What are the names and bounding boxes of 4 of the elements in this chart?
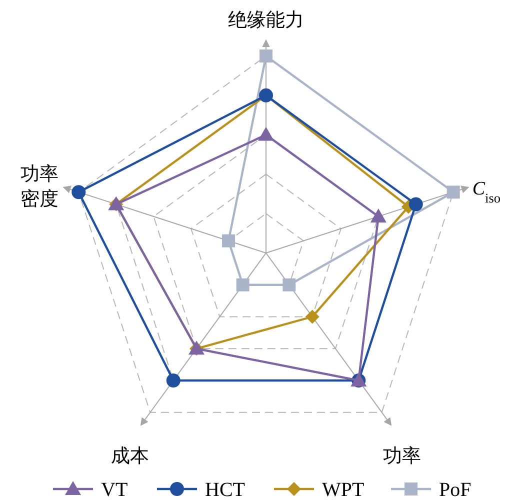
- legend-label: WPT: [322, 479, 364, 501]
- legend-label: HCT: [205, 479, 245, 501]
- legend-label: PoF: [439, 479, 472, 501]
- legend-label: VT: [101, 479, 128, 501]
